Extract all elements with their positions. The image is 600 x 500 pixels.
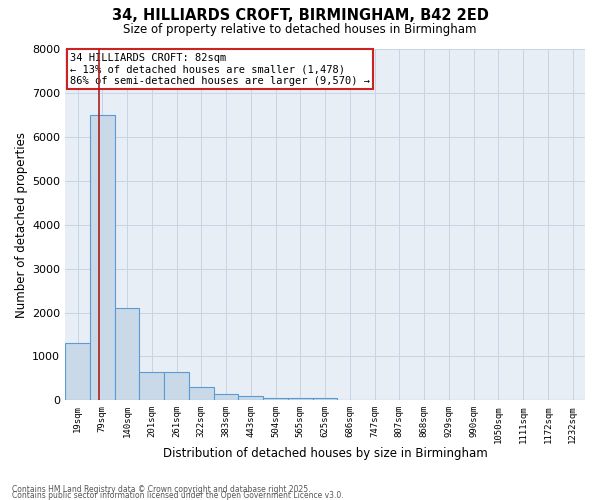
Bar (65, 344, 90, 400)
Text: Contains HM Land Registry data © Crown copyright and database right 2025.: Contains HM Land Registry data © Crown c… (12, 484, 311, 494)
Bar (164, 372, 189, 400)
Bar (214, 394, 238, 400)
Bar (139, 372, 164, 400)
Bar (90, 115, 115, 401)
Bar (288, 398, 313, 400)
Bar (238, 396, 263, 400)
Text: Contains public sector information licensed under the Open Government Licence v3: Contains public sector information licen… (12, 490, 344, 500)
Text: Size of property relative to detached houses in Birmingham: Size of property relative to detached ho… (123, 22, 477, 36)
Bar (313, 398, 337, 400)
X-axis label: Distribution of detached houses by size in Birmingham: Distribution of detached houses by size … (163, 447, 487, 460)
Y-axis label: Number of detached properties: Number of detached properties (15, 132, 28, 318)
Bar (115, 308, 139, 400)
Bar (189, 387, 214, 400)
Bar (263, 398, 288, 400)
Text: 34 HILLIARDS CROFT: 82sqm
← 13% of detached houses are smaller (1,478)
86% of se: 34 HILLIARDS CROFT: 82sqm ← 13% of detac… (70, 52, 370, 86)
Text: 34, HILLIARDS CROFT, BIRMINGHAM, B42 2ED: 34, HILLIARDS CROFT, BIRMINGHAM, B42 2ED (112, 8, 488, 22)
